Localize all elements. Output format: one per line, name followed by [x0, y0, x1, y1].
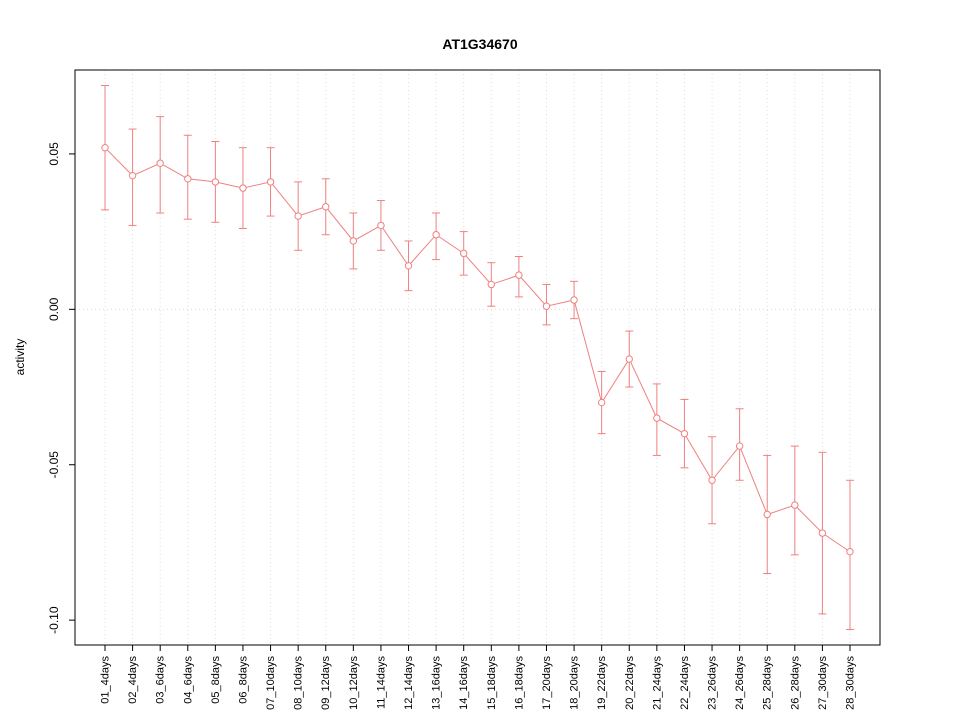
x-tick-label: 21_24days: [651, 656, 663, 710]
y-tick-label: -0.05: [47, 451, 61, 479]
series-line: [104, 147, 851, 553]
data-point: [156, 159, 164, 167]
x-tick-label: 18_20days: [569, 656, 581, 710]
x-tick-label: 15_18days: [486, 656, 498, 710]
x-tick-label: 03_6days: [155, 656, 167, 704]
x-tick-label: 09_12days: [320, 656, 332, 710]
y-tick-label: -0.10: [47, 606, 61, 634]
data-point: [515, 271, 523, 279]
x-tick-label: 24_26days: [734, 656, 746, 710]
x-tick-label: 04_6days: [182, 656, 194, 704]
x-tick-label: 27_30days: [817, 656, 829, 710]
data-point: [570, 296, 578, 304]
data-point: [542, 302, 551, 310]
x-tick-label: 07_10days: [265, 656, 277, 710]
data-point: [404, 262, 413, 270]
x-tick-label: 13_16days: [431, 656, 443, 710]
x-tick-label: 02_4days: [127, 656, 139, 704]
x-tick-label: 12_14days: [403, 656, 415, 710]
x-tick-label: 08_10days: [293, 656, 305, 710]
data-point: [791, 501, 799, 509]
x-tick-label: 20_22days: [624, 656, 636, 710]
data-point: [101, 144, 109, 152]
plot-box: [74, 69, 881, 646]
data-point: [735, 442, 744, 450]
data-point: [211, 178, 220, 186]
data-point: [294, 212, 302, 220]
data-point: [432, 231, 440, 239]
data-point: [128, 171, 137, 180]
x-tick-label: 06_8days: [237, 656, 249, 704]
data-point: [680, 429, 689, 438]
data-point: [597, 398, 606, 407]
data-point: [625, 355, 633, 363]
data-point: [487, 280, 495, 289]
data-point: [818, 529, 827, 537]
data-point: [322, 203, 330, 211]
x-tick-label: 14_16days: [458, 656, 470, 710]
data-point: [349, 237, 358, 245]
x-tick-label: 16_18days: [513, 656, 525, 710]
data-point: [846, 548, 854, 556]
x-tick-label: 01_4days: [100, 656, 112, 704]
data-point: [708, 476, 716, 484]
y-tick-label: 0.05: [47, 142, 61, 166]
x-tick-label: 05_8days: [210, 656, 222, 704]
x-tick-label: 22_24days: [679, 656, 691, 710]
x-tick-label: 28_30days: [845, 656, 857, 710]
data-point: [377, 221, 385, 230]
data-point: [184, 175, 192, 183]
x-tick-label: 11_14days: [375, 656, 387, 710]
x-tick-label: 19_22days: [596, 656, 608, 710]
x-tick-label: 26_28days: [789, 656, 801, 710]
data-point: [239, 184, 247, 192]
data-point: [460, 249, 468, 258]
chart-title: AT1G34670: [442, 36, 518, 52]
x-tick-label: 23_26days: [707, 656, 719, 710]
data-point: [763, 510, 771, 519]
data-point: [266, 178, 275, 186]
y-tick-label: 0.00: [47, 297, 61, 321]
x-tick-label: 10_12days: [348, 656, 360, 710]
x-tick-label: 17_20days: [541, 656, 553, 710]
x-tick-label: 25_28days: [762, 656, 774, 710]
data-point: [653, 414, 661, 422]
